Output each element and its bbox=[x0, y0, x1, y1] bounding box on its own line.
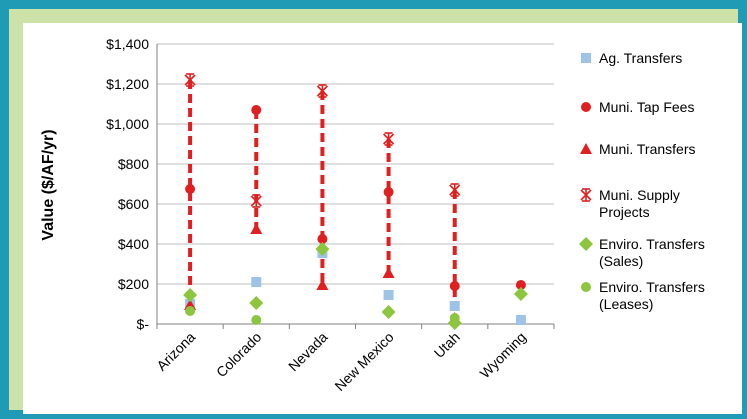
legend-item-enviro-transfers-sales: Enviro. Transfers (Sales) bbox=[579, 236, 705, 269]
point-muni-supply-projects-arizona bbox=[184, 73, 196, 87]
legend-item-muni-supply-projects: Muni. Supply Projects bbox=[580, 187, 680, 220]
y-tick-label: $800 bbox=[118, 156, 149, 172]
data-points bbox=[183, 73, 528, 330]
point-muni-supply-projects-nevada bbox=[316, 84, 328, 98]
legend-label: Enviro. Transfers (Sales) bbox=[599, 236, 705, 269]
legend-marker-muni-transfers bbox=[580, 143, 592, 154]
y-tick-labels: $- $200 $400 $600 $800 $1,000 $1,200 $1,400 bbox=[106, 36, 149, 332]
x-tick-label: Colorado bbox=[213, 329, 265, 381]
point-enviro-transfers-sales-arizona bbox=[183, 288, 198, 302]
y-tick-label: $400 bbox=[118, 236, 149, 252]
point-enviro-transfers-sales-nevada bbox=[315, 242, 330, 256]
legend-label: Ag. Transfers bbox=[599, 50, 682, 66]
y-tick-label: $- bbox=[137, 316, 150, 332]
y-tick-label: $1,200 bbox=[106, 76, 149, 92]
point-ag-transfers-utah bbox=[449, 301, 460, 311]
legend-label: Enviro. Transfers (Leases) bbox=[599, 279, 705, 312]
point-ag-transfers-new-mexico bbox=[383, 290, 394, 300]
legend-item-muni-tap-fees: Muni. Tap Fees bbox=[581, 99, 694, 115]
point-muni-supply-projects-utah bbox=[449, 183, 461, 197]
point-muni-tap-fees-new-mexico bbox=[383, 187, 394, 197]
x-tick-label: Utah bbox=[431, 329, 463, 361]
legend-marker-muni-supply-projects bbox=[580, 188, 592, 202]
legend-item-muni-transfers: Muni. Transfers bbox=[580, 141, 695, 157]
point-enviro-transfers-sales-wyoming bbox=[513, 287, 528, 301]
legend-item-ag-transfers: Ag. Transfers bbox=[581, 50, 682, 66]
y-axis-label: Value ($/AF/yr) bbox=[40, 129, 57, 240]
legend-marker-enviro-transfers-leases bbox=[581, 282, 591, 292]
legend: Ag. Transfers Muni. Tap Fees Muni. Transfe… bbox=[579, 50, 705, 312]
x-tick-label: Arizona bbox=[153, 329, 198, 374]
point-muni-tap-fees-wyoming bbox=[515, 280, 526, 290]
y-tick-label: $1,000 bbox=[106, 116, 149, 132]
legend-label: Muni. Transfers bbox=[599, 141, 695, 157]
legend-marker-ag-transfers bbox=[581, 53, 591, 63]
x-tick-label: New Mexico bbox=[331, 329, 396, 394]
y-tick-label: $1,400 bbox=[106, 36, 149, 52]
point-muni-supply-projects-colorado bbox=[250, 194, 262, 208]
y-tick-label: $600 bbox=[118, 196, 149, 212]
legend-item-enviro-transfers-leases: Enviro. Transfers (Leases) bbox=[581, 279, 705, 312]
x-tick-label: Nevada bbox=[285, 329, 331, 375]
legend-marker-muni-tap-fees bbox=[581, 102, 591, 112]
point-muni-tap-fees-nevada bbox=[317, 234, 328, 244]
y-tick-label: $200 bbox=[118, 276, 149, 292]
chart-panel: $- $200 $400 $600 $800 $1,000 $1,200 $1,400 Ari… bbox=[23, 23, 742, 414]
x-tick-label: Wyoming bbox=[477, 329, 529, 381]
point-enviro-transfers-leases-utah bbox=[449, 313, 460, 323]
point-enviro-transfers-sales-colorado bbox=[249, 296, 264, 310]
point-ag-transfers-wyoming bbox=[515, 315, 526, 325]
point-muni-transfers-new-mexico bbox=[382, 267, 395, 278]
dot-plot-chart: $- $200 $400 $600 $800 $1,000 $1,200 $1,400 Ari… bbox=[40, 36, 705, 394]
gridlines bbox=[157, 43, 554, 285]
point-enviro-transfers-leases-colorado bbox=[251, 315, 262, 325]
point-muni-tap-fees-utah bbox=[449, 281, 460, 291]
axes bbox=[156, 44, 555, 329]
point-enviro-transfers-leases-arizona bbox=[185, 306, 196, 316]
legend-label: Muni. Supply Projects bbox=[599, 187, 680, 220]
legend-label: Muni. Tap Fees bbox=[599, 99, 694, 115]
point-enviro-transfers-sales-new-mexico bbox=[381, 305, 396, 319]
point-muni-transfers-nevada bbox=[316, 279, 329, 290]
point-muni-supply-projects-new-mexico bbox=[383, 132, 395, 146]
point-muni-transfers-colorado bbox=[250, 223, 263, 234]
point-muni-tap-fees-colorado bbox=[251, 105, 262, 115]
point-muni-tap-fees-arizona bbox=[185, 184, 196, 194]
legend-marker-enviro-transfers-sales bbox=[579, 237, 593, 251]
x-tick-labels: Arizona Colorado Nevada New Mexico Utah Wyomi… bbox=[153, 329, 529, 394]
point-ag-transfers-colorado bbox=[251, 277, 262, 287]
